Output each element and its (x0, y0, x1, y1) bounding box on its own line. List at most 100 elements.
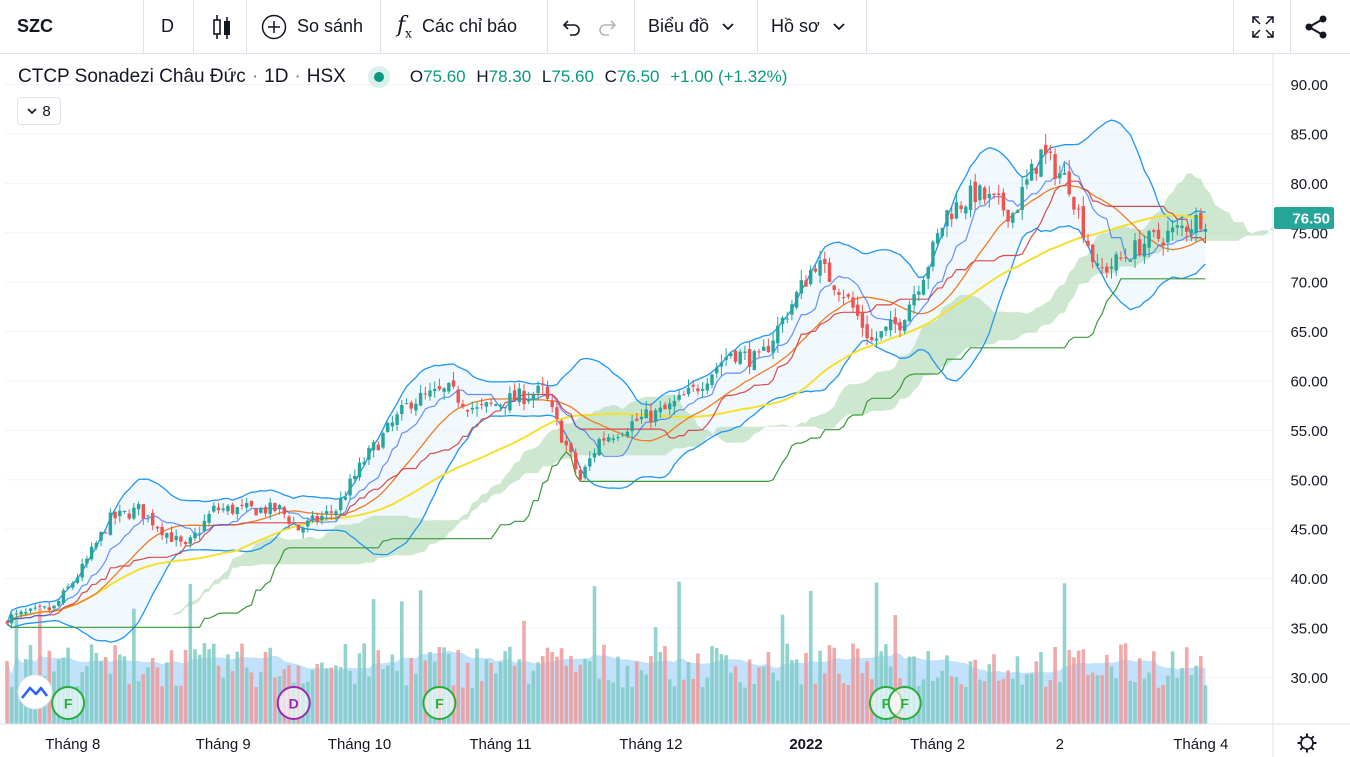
candle-body (973, 181, 977, 202)
volume-bar (992, 654, 996, 724)
volume-bar (244, 667, 249, 724)
volume-bar (456, 649, 460, 724)
candle-body (451, 380, 456, 387)
candle-body (691, 384, 695, 387)
candle-body (677, 394, 681, 400)
volume-bar (719, 654, 724, 724)
indicators-button[interactable]: fx Các chỉ báo (397, 0, 517, 53)
volume-bar (874, 582, 879, 724)
share-icon (1305, 15, 1327, 38)
volume-bar (522, 620, 526, 724)
undo-icon (562, 19, 580, 36)
volume-bar (94, 653, 99, 724)
volume-bar (1081, 649, 1086, 724)
undo-button[interactable] (560, 0, 582, 53)
event-marker[interactable]: D (276, 686, 311, 720)
candle-body (982, 187, 987, 200)
volume-bar (1114, 678, 1118, 724)
candle-body (1086, 240, 1090, 247)
event-marker[interactable]: F (887, 686, 922, 720)
volume-bar (1062, 583, 1067, 724)
candle-body (273, 503, 277, 511)
event-marker[interactable]: F (422, 686, 457, 720)
candle-body (348, 478, 352, 496)
candle-body (827, 262, 832, 282)
volume-bar (649, 656, 653, 724)
volume-bar (390, 654, 395, 724)
candle-body (700, 389, 705, 391)
volume-bar (794, 659, 799, 724)
candle-body (964, 206, 968, 214)
candle-body (315, 516, 319, 522)
event-marker[interactable]: F (51, 686, 86, 720)
candle-body (287, 516, 291, 524)
fullscreen-button[interactable] (1250, 0, 1276, 53)
price-axis-bg (1273, 54, 1350, 724)
volume-bar (268, 647, 272, 724)
price-axis: 90.00 85.00 80.00 75.00 70.00 65.00 60.00 55.00… (1272, 54, 1350, 757)
profile-dropdown[interactable]: Hồ sơ (771, 0, 846, 53)
candle-body (743, 351, 747, 353)
candle-body (259, 508, 263, 513)
indicators-toggle-button[interactable]: 8 (17, 97, 61, 125)
volume-bar (1048, 680, 1053, 724)
time-tick-label: Tháng 8 (45, 736, 100, 753)
interval-button[interactable]: D (161, 0, 174, 53)
candle-body (555, 407, 559, 419)
volume-bar (362, 643, 366, 724)
candle-body (146, 515, 150, 517)
volume-bar (179, 685, 183, 724)
volume-bar (635, 661, 639, 724)
share-button[interactable] (1303, 0, 1329, 53)
volume-bar (414, 673, 418, 724)
market-status-dot[interactable] (367, 66, 390, 88)
volume-bar (832, 647, 836, 724)
toolbar-divider (634, 0, 635, 53)
volume-bar (127, 683, 131, 724)
candle-body (400, 405, 404, 415)
candle-body (625, 431, 630, 437)
volume-bar (729, 672, 733, 724)
volume-bar (1029, 673, 1034, 724)
price-tick-label: 45.00 (1290, 522, 1328, 539)
last-price-label: 76.50 (1292, 210, 1330, 227)
candle-body (1133, 240, 1137, 259)
candle-body (1185, 227, 1189, 232)
candle-body (950, 213, 954, 220)
volume-bar (254, 687, 258, 724)
volume-bar (611, 682, 616, 724)
chart-type-dropdown[interactable]: Biểu đồ (648, 0, 735, 53)
volume-bar (714, 647, 719, 724)
candle-body (357, 462, 362, 478)
candle-body (710, 374, 714, 385)
volume-bar (823, 673, 827, 724)
candle-body (1076, 208, 1081, 210)
candle-body (409, 402, 413, 409)
lagging-line (6, 278, 1206, 628)
candle-body (1175, 225, 1179, 228)
symbol-button[interactable]: SZC (17, 0, 53, 53)
candle-body (813, 268, 818, 272)
volume-bar (926, 651, 930, 724)
compare-button[interactable]: So sánh (260, 0, 363, 53)
volume-bar (512, 665, 517, 724)
candle-body (550, 401, 554, 407)
volume-bar (583, 658, 587, 724)
volume-bar (978, 679, 982, 724)
tradingview-logo[interactable] (17, 674, 53, 710)
volume-bar (494, 673, 498, 724)
candle-body (362, 461, 366, 465)
volume-bar (964, 686, 968, 724)
price-tick-label: 40.00 (1290, 571, 1328, 588)
redo-button[interactable] (597, 0, 619, 53)
candle-body (729, 353, 733, 356)
volume-bar (202, 643, 207, 724)
settings-gear-icon[interactable] (1297, 733, 1317, 753)
volume-bar (99, 661, 103, 724)
volume-bar (1105, 654, 1109, 724)
candle-body (541, 383, 545, 386)
candles-style-button[interactable] (210, 0, 234, 53)
candle-body (155, 527, 160, 529)
volume-bar (1053, 647, 1057, 724)
